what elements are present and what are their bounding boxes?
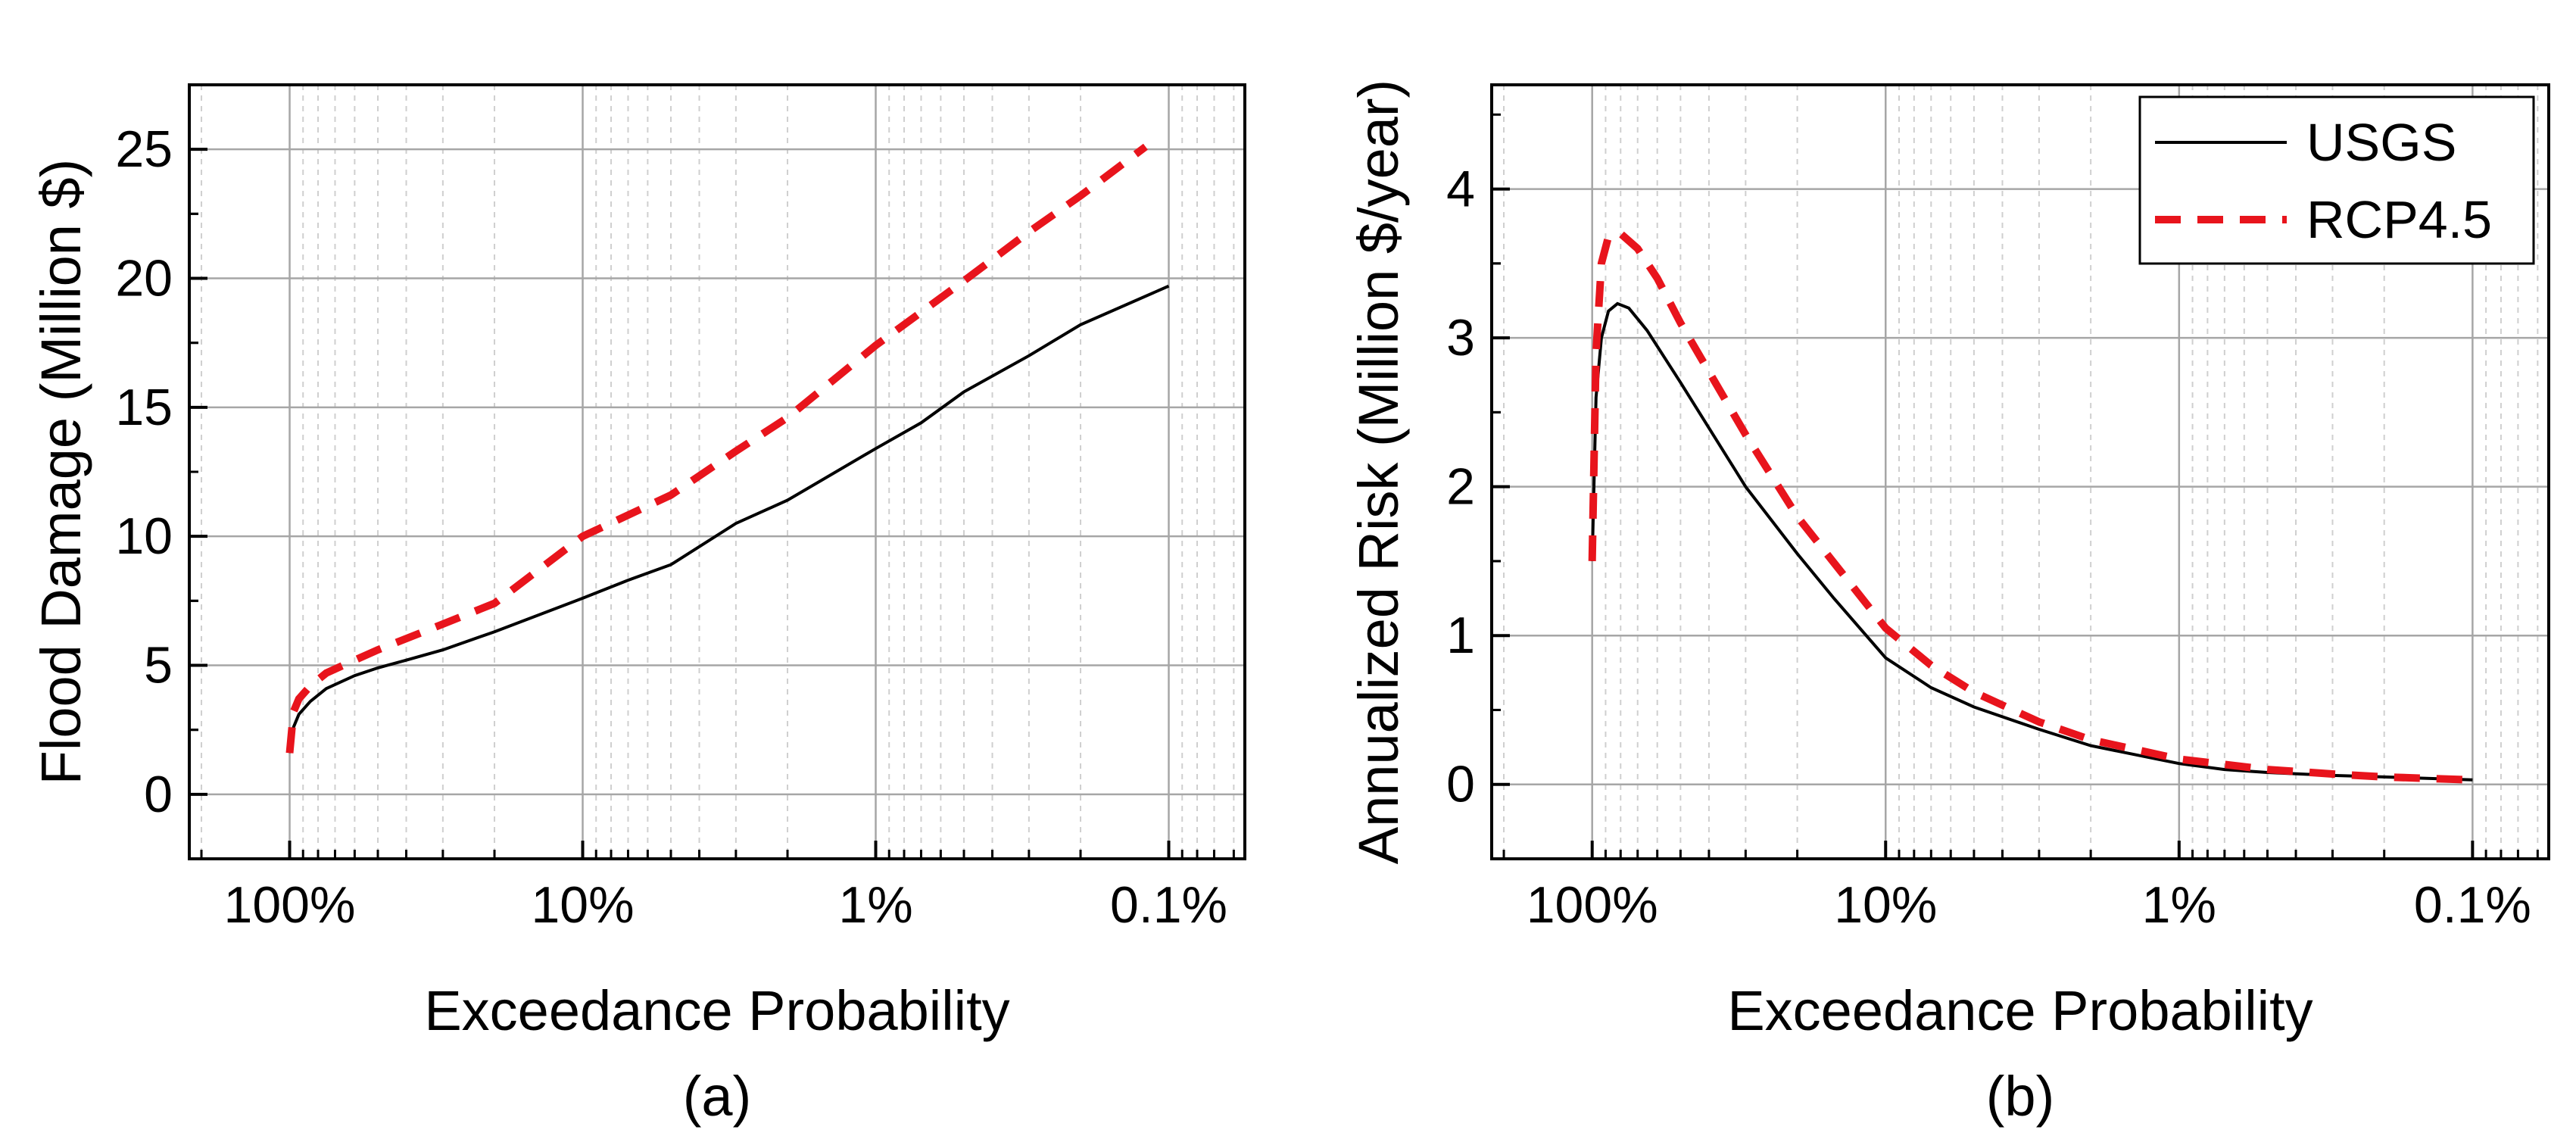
panel-a-ticks xyxy=(189,148,1235,859)
y-tick-label: 10 xyxy=(115,507,173,565)
y-tick-label: 20 xyxy=(115,250,173,307)
panel-a-background xyxy=(189,85,1245,859)
x-tick-label: 100% xyxy=(1527,876,1658,934)
panel-b-x-tick-labels: 100% 10% 1% 0.1% xyxy=(1527,876,2531,934)
legend-box xyxy=(2138,95,2535,265)
usgs-line xyxy=(1590,301,2473,782)
legend: USGS RCP4.5 xyxy=(2138,95,2535,265)
x-tick-label: 0.1% xyxy=(1110,876,1227,934)
y-tick-label: 1 xyxy=(1446,607,1475,664)
x-tick-label: 10% xyxy=(531,876,634,934)
x-tick-label: 0.1% xyxy=(2414,876,2531,934)
panel-b-ticks xyxy=(1492,113,2539,859)
x-axis-label: Exceedance Probability xyxy=(424,979,1009,1042)
panel-a-x-tick-labels: 100% 10% 1% 0.1% xyxy=(224,876,1227,934)
panel-a-y-tick-labels: 0 5 10 15 20 25 xyxy=(115,120,173,823)
y-tick-label: 15 xyxy=(115,379,173,436)
y-axis-label: Annualized Risk (Million $/year) xyxy=(1347,80,1410,864)
x-axis-label: Exceedance Probability xyxy=(1727,979,2312,1042)
y-tick-label: 3 xyxy=(1446,309,1475,367)
panel-b-y-tick-labels: 0 1 2 3 4 xyxy=(1446,161,1475,813)
panel-a: 0 5 10 15 20 25 100% 10% 1% 0.1% Exceeda… xyxy=(30,83,1246,1128)
x-tick-label: 100% xyxy=(224,876,356,934)
panel-b-series xyxy=(1588,229,2473,784)
y-tick-label: 0 xyxy=(1446,756,1475,813)
panel-caption: (a) xyxy=(683,1065,751,1128)
usgs-line xyxy=(288,284,1170,754)
panel-caption: (b) xyxy=(1986,1065,2054,1128)
x-tick-label: 1% xyxy=(838,876,912,934)
legend-label-rcp45: RCP4.5 xyxy=(2306,190,2492,249)
panel-b-frame xyxy=(1490,83,2550,860)
rcp45-line xyxy=(1588,229,2473,784)
panel-a-minor-grid xyxy=(201,85,1235,859)
legend-label-usgs: USGS xyxy=(2306,113,2456,172)
panel-a-series xyxy=(285,143,1170,754)
y-tick-label: 2 xyxy=(1446,458,1475,516)
rcp45-line xyxy=(285,143,1148,754)
y-axis-label: Flood Damage (Million $) xyxy=(30,159,92,785)
panel-b: 0 1 2 3 4 100% 10% 1% 0.1% Exceedance Pr… xyxy=(1347,80,2550,1128)
y-tick-label: 4 xyxy=(1446,161,1475,218)
y-tick-label: 5 xyxy=(144,637,173,694)
x-tick-label: 10% xyxy=(1834,876,1937,934)
y-tick-label: 25 xyxy=(115,120,173,178)
x-tick-label: 1% xyxy=(2142,876,2216,934)
y-tick-label: 0 xyxy=(144,766,173,823)
